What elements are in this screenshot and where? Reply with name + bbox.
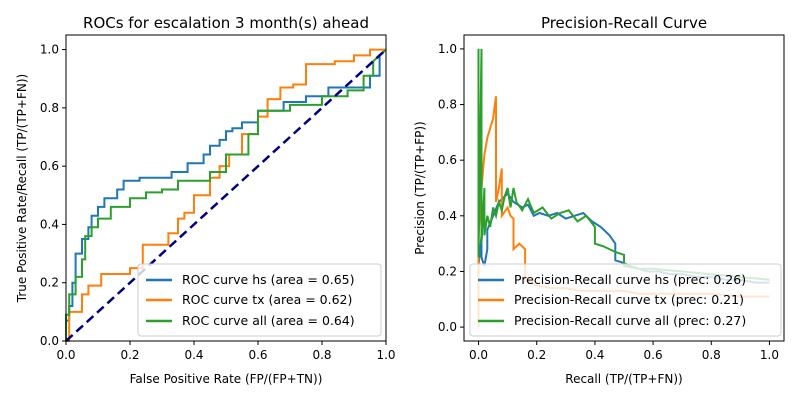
roc-chart-title: ROCs for escalation 3 month(s) ahead: [83, 14, 369, 32]
roc-y-tick-label: 0.6: [40, 159, 59, 173]
pr-x-tick-label: 0.0: [469, 348, 488, 362]
roc-chart-panel: ROCs for escalation 3 month(s) ahead 0.0…: [15, 14, 396, 386]
pr-legend-label-all: Precision-Recall curve all (prec: 0.27): [514, 313, 746, 328]
roc-y-axis-label: True Positive Rate/Recall (TP/(TP+FN)): [15, 74, 29, 303]
roc-y-tick-label: 0.0: [40, 334, 59, 348]
pr-legend: Precision-Recall curve hs (prec: 0.26) P…: [469, 263, 782, 337]
pr-x-ticks: 0.0 0.2 0.4 0.6 0.8 1.0: [469, 341, 779, 362]
roc-legend-label-all: ROC curve all (area = 0.64): [182, 313, 355, 328]
roc-legend-box: [137, 263, 382, 337]
roc-x-tick-label: 0.4: [184, 348, 203, 362]
pr-y-tick-label: 0.8: [438, 98, 457, 112]
roc-x-ticks: 0.0 0.2 0.4 0.6 0.8 1.0: [56, 341, 396, 362]
pr-y-ticks: 0.0 0.2 0.4 0.6 0.8 1.0: [438, 42, 464, 334]
pr-x-tick-label: 0.2: [527, 348, 546, 362]
pr-y-axis-label: Precision (TP/(TP+FP)): [413, 121, 427, 254]
roc-legend-label-hs: ROC curve hs (area = 0.65): [182, 272, 355, 287]
roc-x-tick-label: 0.6: [248, 348, 267, 362]
pr-x-tick-label: 0.4: [585, 348, 604, 362]
pr-legend-label-hs: Precision-Recall curve hs (prec: 0.26): [514, 272, 746, 287]
roc-series-line-2: [65, 48, 387, 341]
roc-y-ticks: 0.0 0.2 0.4 0.6 0.8 1.0: [40, 43, 66, 348]
pr-x-tick-label: 0.8: [702, 348, 721, 362]
pr-x-tick-label: 0.6: [644, 348, 663, 362]
roc-legend-label-tx: ROC curve tx (area = 0.62): [182, 292, 352, 307]
pr-chart-title: Precision-Recall Curve: [541, 14, 707, 32]
roc-legend: ROC curve hs (area = 0.65) ROC curve tx …: [137, 263, 382, 337]
pr-legend-label-tx: Precision-Recall curve tx (prec: 0.21): [514, 292, 744, 307]
pr-y-tick-label: 1.0: [438, 42, 457, 56]
roc-y-tick-label: 0.2: [40, 276, 59, 290]
pr-legend-box: [469, 263, 782, 337]
pr-plot-frame: [463, 34, 785, 342]
roc-y-tick-label: 0.4: [40, 217, 59, 231]
roc-x-axis-label: False Positive Rate (FP/(FP+TN)): [130, 372, 323, 386]
roc-chance-diagonal-line: [65, 48, 387, 342]
roc-x-tick-label: 0.0: [56, 348, 75, 362]
pr-y-tick-label: 0.4: [438, 209, 457, 223]
pr-y-tick-label: 0.0: [438, 320, 457, 334]
roc-series-line-1: [66, 48, 386, 342]
roc-series-group: [65, 48, 387, 342]
pr-x-tick-label: 1.0: [760, 348, 779, 362]
roc-plot-frame: [65, 34, 387, 342]
pr-chart-panel: Precision-Recall Curve 0.0 0.2 0.4 0.6 0.8 1.…: [413, 14, 785, 386]
roc-y-tick-label: 0.8: [40, 101, 59, 115]
pr-y-tick-label: 0.2: [438, 264, 457, 278]
pr-x-axis-label: Recall (TP/(TP+FN)): [565, 372, 682, 386]
pr-y-tick-label: 0.6: [438, 153, 457, 167]
roc-y-tick-label: 1.0: [40, 43, 59, 57]
roc-x-tick-label: 1.0: [376, 348, 395, 362]
roc-x-tick-label: 0.8: [312, 348, 331, 362]
roc-x-tick-label: 0.2: [120, 348, 139, 362]
roc-series-line-0: [65, 48, 387, 341]
